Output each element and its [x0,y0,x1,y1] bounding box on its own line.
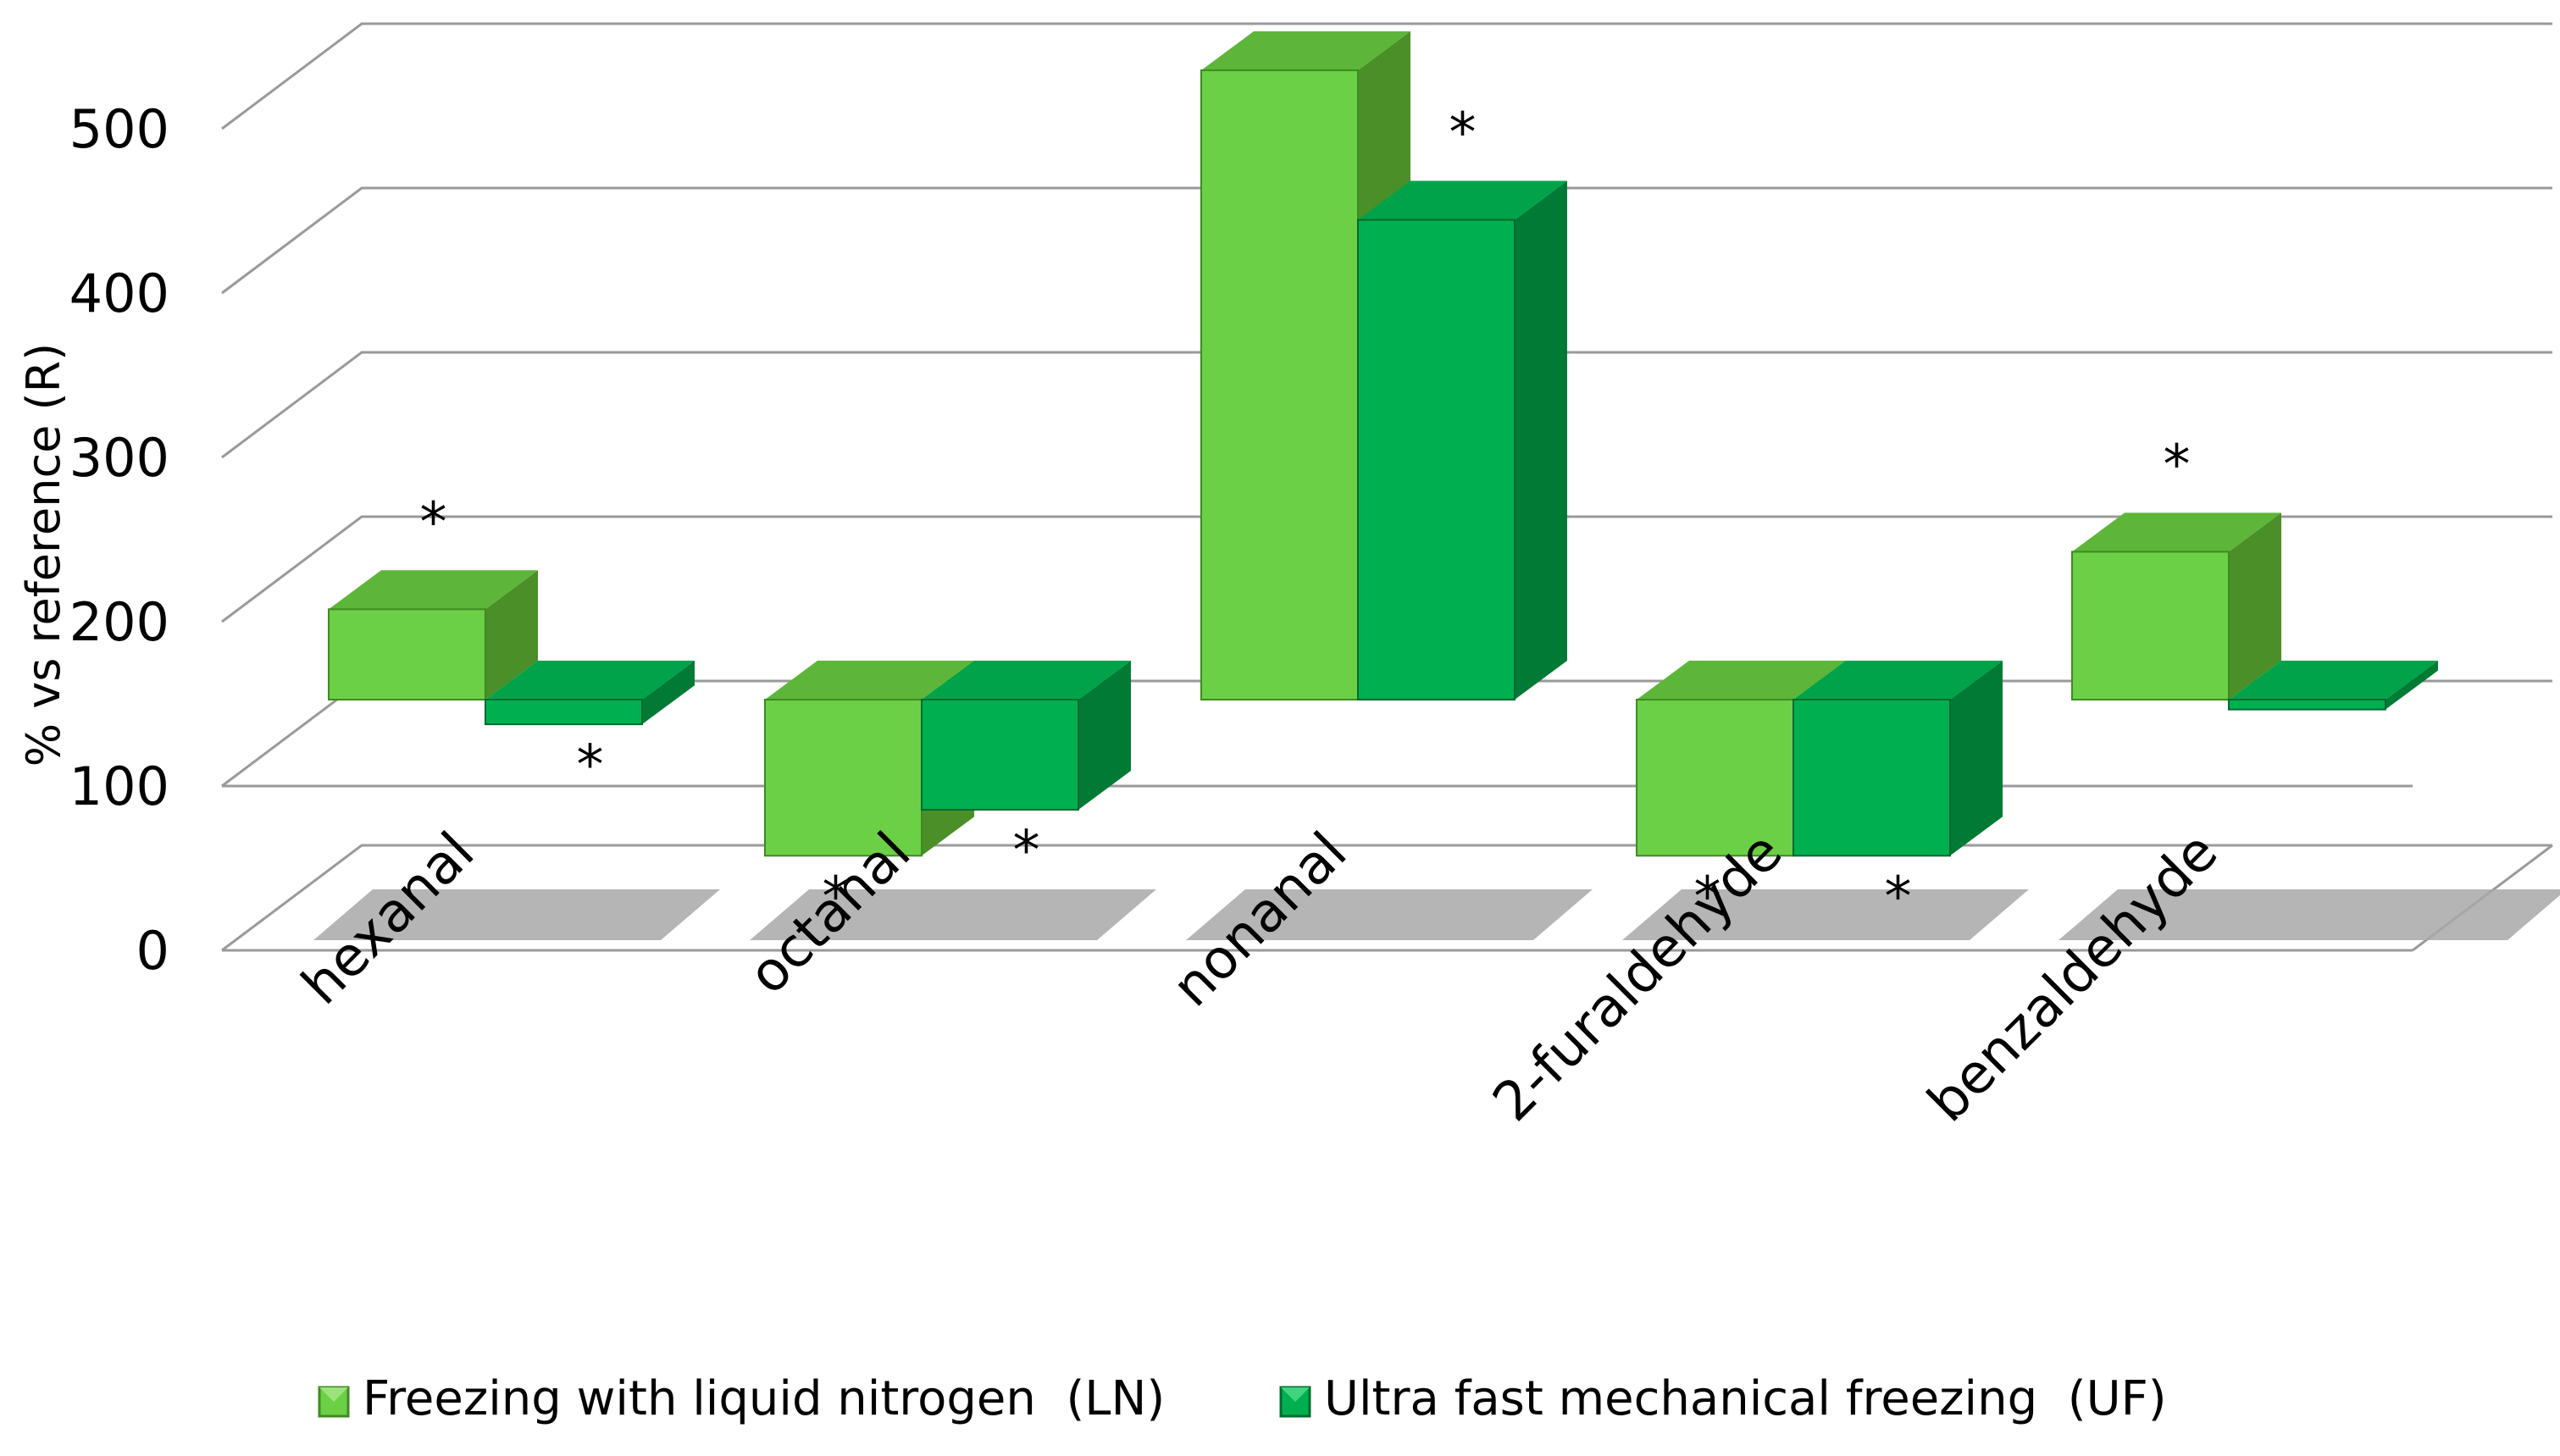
bar-side [2229,512,2281,700]
y-tick-label: 100 [69,756,169,817]
floor-shadow [2059,889,2560,940]
bar [328,608,486,700]
bar [764,699,923,857]
category-label: 2-furaldehyde [1482,821,1795,1134]
labels-layer: 0100200300400500**hexanal**octanal**nona… [69,0,2230,1134]
gridline [221,515,2552,623]
bar-top [1637,661,1846,700]
gridline [221,351,2552,459]
bar-side [1078,661,1131,810]
significance-star: * [1694,866,1721,928]
legend-label-ln: Freezing with liquid nitrogen (LN) [363,1371,1165,1426]
floor-shadow [750,889,1156,940]
bar-top [765,661,974,700]
y-tick-label: 400 [69,263,169,324]
gridline [221,186,2552,295]
category-label: benzaldehyde [1916,821,2230,1134]
y-tick-label: 500 [69,98,169,160]
bar-top [1201,30,1410,70]
floor-layer [313,889,2560,940]
bar-top [329,570,538,610]
floor-shadow [1186,889,1593,940]
legend-swatch-uf-shade [1281,1387,1310,1402]
bar [2071,551,2230,701]
bar [1200,69,1359,701]
bar-top [485,661,695,700]
significance-star: * [420,491,447,554]
bar-side [1515,180,1567,700]
significance-star: * [577,734,604,797]
bar-top [922,661,1131,700]
bar [485,699,643,726]
bar-top [1358,180,1567,220]
bar-side [2385,661,2438,710]
significance-star: * [2164,434,2191,496]
bar-side [642,661,695,725]
legend-item-ln: Freezing with liquid nitrogen (LN) [318,1371,1165,1426]
legend-swatch-ln-shade [319,1387,348,1402]
bar-side [1950,661,2003,856]
bar-top [1793,661,2003,700]
bar-top [2072,512,2281,552]
bar [2228,699,2386,711]
significance-star: * [1293,0,1320,15]
bars-layer [328,30,2438,857]
grid-layer [221,22,2553,952]
significance-star: * [1449,102,1477,165]
significance-star: * [1013,820,1040,883]
y-axis-title: % vs reference (R) [17,343,70,767]
gridline [221,22,2552,130]
significance-star: * [823,866,850,928]
significance-star: * [1885,866,1912,928]
legend: Freezing with liquid nitrogen (LN) Ultra… [318,1371,2167,1426]
bar [1793,699,1951,857]
bar [921,699,1079,811]
floor-shadow [313,889,720,940]
bar [1636,699,1794,857]
bar-side [485,570,538,700]
legend-label-uf: Ultra fast mechanical freezing (UF) [1324,1371,2167,1426]
y-tick-label: 0 [136,920,169,982]
floor-shadow [1622,889,2029,940]
bar-top [2229,661,2438,700]
legend-item-uf: Ultra fast mechanical freezing (UF) [1279,1371,2167,1426]
y-tick-label: 300 [69,427,169,489]
bar [1357,219,1515,700]
y-tick-label: 200 [69,591,169,653]
